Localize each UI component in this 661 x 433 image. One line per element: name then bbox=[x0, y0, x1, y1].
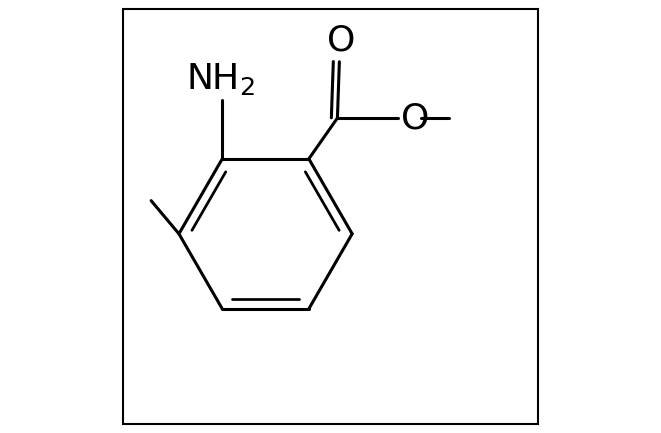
Text: O: O bbox=[327, 23, 356, 58]
Text: O: O bbox=[401, 101, 430, 135]
Text: NH$_2$: NH$_2$ bbox=[186, 61, 254, 97]
